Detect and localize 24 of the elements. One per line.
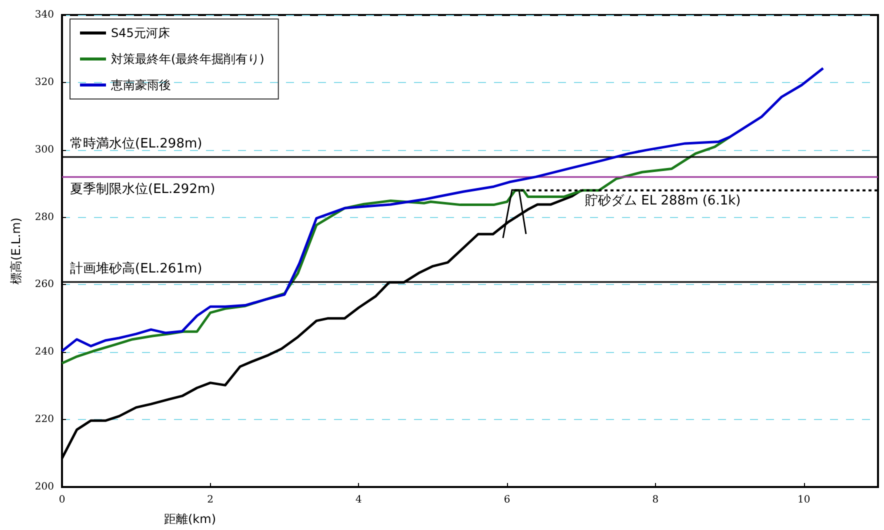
legend-label: S45元河床: [111, 26, 170, 40]
x-tick-label: 4: [356, 494, 362, 506]
x-tick-label: 8: [652, 494, 659, 506]
x-tick-label: 0: [58, 494, 66, 506]
y-tick-label: 220: [34, 414, 54, 426]
ref-line-label: 計画堆砂高(EL.261m): [70, 260, 202, 276]
x-tick-label: 6: [504, 494, 510, 506]
x-axis-title: 距離(km): [164, 512, 216, 526]
y-tick-label: 260: [34, 279, 54, 290]
y-tick-label: 300: [34, 144, 54, 156]
x-tick-label: 10: [797, 494, 810, 506]
y-axis-title: 標高(E.L.m): [9, 218, 23, 284]
y-tick-label: 320: [34, 76, 54, 88]
line-series: [60, 67, 824, 352]
x-tick-label: 2: [207, 494, 214, 506]
legend-label: 常時満水位(EL.298m): [70, 136, 202, 152]
annotation: 貯砂ダム EL 288m (6.1k): [585, 193, 741, 208]
legend-label: 恵南豪雨後: [110, 78, 171, 92]
y-tick-label: 200: [34, 482, 54, 492]
y-tick-label: 340: [34, 10, 54, 20]
y-tick-label: 240: [34, 346, 54, 358]
ref-line-label: 夏季制限水位(EL.292m): [70, 182, 216, 197]
legend-label: 対策最終年(最終年掘削有り): [111, 52, 264, 66]
y-tick-label: 280: [34, 212, 54, 223]
